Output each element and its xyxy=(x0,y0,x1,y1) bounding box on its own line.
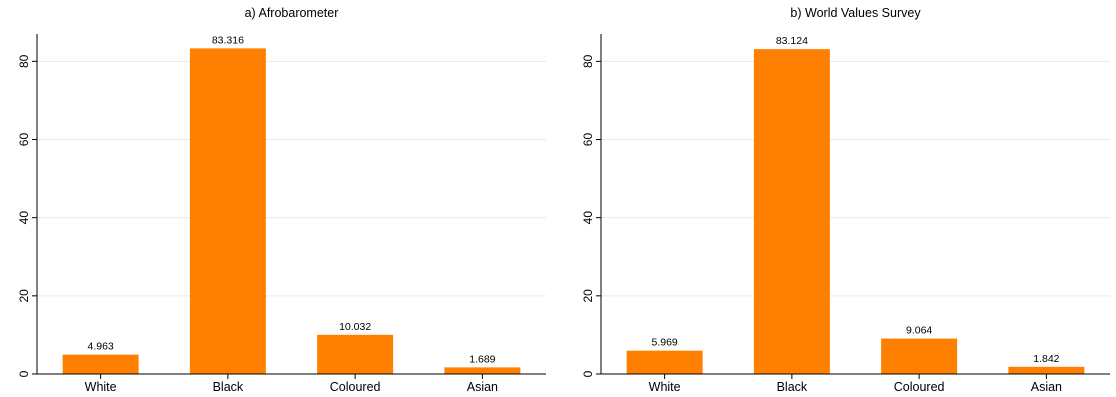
bar-black xyxy=(753,49,830,375)
bar-value-label: 1.689 xyxy=(469,353,495,365)
bar-value-label: 5.969 xyxy=(651,337,677,349)
x-tick-label: Asian xyxy=(467,380,498,394)
bar-value-label: 1.842 xyxy=(1033,353,1059,365)
y-tick-label: 60 xyxy=(17,133,31,147)
value-labels: 5.969 83.124 9.064 1.842 xyxy=(651,35,1059,365)
bar-value-label: 4.963 xyxy=(87,341,113,353)
bar-value-label: 9.064 xyxy=(906,325,932,337)
y-tick-label: 40 xyxy=(581,211,595,225)
y-tick-label: 40 xyxy=(17,211,31,225)
chart-panel-world-values-survey: b) World Values Survey 5.969 83.124 9.064 1… xyxy=(581,6,1110,394)
y-tick-label: 80 xyxy=(581,54,595,68)
gridlines xyxy=(601,60,1110,297)
bars xyxy=(626,49,1085,375)
x-tick-label: Asian xyxy=(1031,380,1062,394)
x-tick-label: Coloured xyxy=(330,380,381,394)
x-tick-label: Black xyxy=(777,380,808,394)
axes: 0 20 40 60 80 White Black Coloured Asian xyxy=(17,34,546,394)
x-tick-label: Coloured xyxy=(894,380,945,394)
x-tick-label: White xyxy=(85,380,117,394)
x-tick-label: White xyxy=(649,380,681,394)
chart-panel-afrobarometer: a) Afrobarometer 4.96383.31610.0321.689 … xyxy=(17,6,546,394)
bar-asian xyxy=(1008,366,1085,374)
bar-white xyxy=(626,350,703,374)
bar-value-label: 10.032 xyxy=(339,321,371,333)
bar-value-label: 83.124 xyxy=(776,35,808,47)
gridlines xyxy=(37,60,546,297)
bar-asian xyxy=(444,367,521,374)
bar-white xyxy=(62,354,139,374)
value-labels: 4.963 83.316 10.032 1.689 xyxy=(87,34,495,365)
axes: 0 20 40 60 80 White Black Coloured Asian xyxy=(581,34,1110,394)
bar-black xyxy=(189,48,266,374)
bar-coloured xyxy=(881,338,958,374)
x-tick-label: Black xyxy=(213,380,244,394)
chart-title: a) Afrobarometer xyxy=(245,6,339,20)
chart-title: b) World Values Survey xyxy=(790,6,921,20)
y-tick-label: 0 xyxy=(581,370,595,377)
bars xyxy=(62,48,521,374)
y-tick-label: 80 xyxy=(17,54,31,68)
y-tick-label: 0 xyxy=(17,370,31,377)
y-tick-label: 20 xyxy=(581,289,595,303)
bar-coloured xyxy=(317,334,394,374)
bar-value-label: 83.316 xyxy=(212,34,244,46)
y-tick-label: 20 xyxy=(17,289,31,303)
y-tick-label: 60 xyxy=(581,133,595,147)
